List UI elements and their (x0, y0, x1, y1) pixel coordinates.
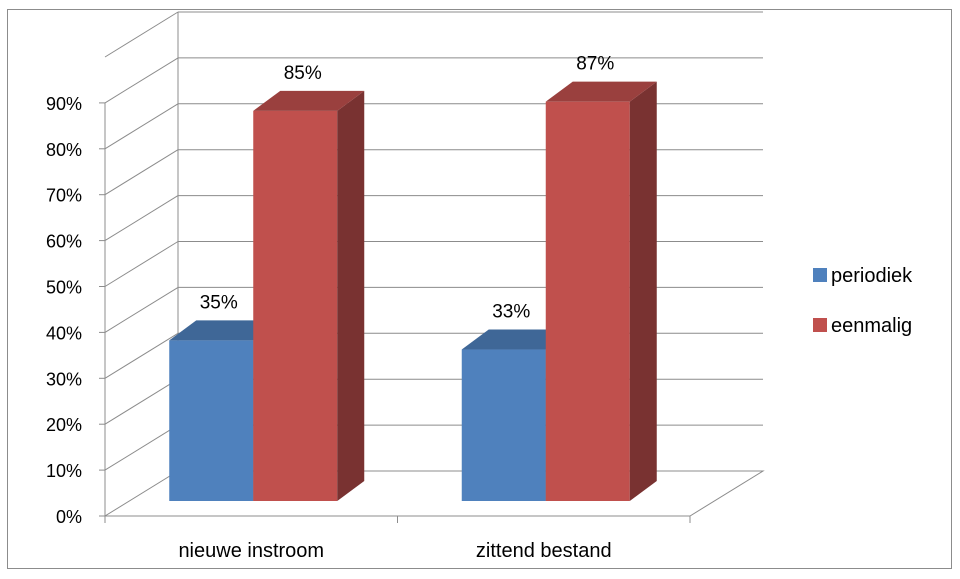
bar-side (337, 90, 365, 501)
bar-top (545, 81, 657, 102)
bar-eenmalig-1 (545, 81, 657, 502)
bar-eenmalig-0 (253, 90, 365, 501)
legend-label: eenmalig (831, 315, 912, 337)
gridline-side (104, 424, 179, 471)
legend-label: periodiek (831, 265, 913, 287)
bar-front (545, 101, 630, 502)
gridline-side (104, 149, 179, 196)
legend: periodiek eenmalig (813, 265, 913, 337)
y-tick-label: 10% (46, 461, 82, 481)
y-tick-label: 70% (46, 186, 82, 206)
y-tick-label: 40% (46, 323, 82, 343)
y-tick-label: 60% (46, 232, 82, 252)
y-tick-label: 80% (46, 140, 82, 160)
bar-top (169, 320, 281, 341)
gridline-side (104, 332, 179, 379)
bar-front (461, 349, 546, 501)
gridline-side (104, 11, 179, 58)
bar-front (169, 340, 254, 501)
gridline-side (104, 286, 179, 333)
bar-top (253, 90, 365, 111)
chart-floor (103, 470, 765, 517)
bar-top (461, 329, 573, 350)
data-label: 35% (200, 292, 238, 313)
legend-swatch (813, 318, 827, 332)
y-tick-label: 90% (46, 94, 82, 114)
gridline-side (104, 57, 179, 104)
chart-walls (103, 470, 765, 517)
data-label: 33% (492, 302, 530, 323)
category-label: zittend bestand (476, 540, 612, 562)
category-labels: nieuwe instroom zittend bestand (178, 540, 611, 562)
gridline-side (104, 195, 179, 242)
y-axis-ticks: 0% 10% 20% 30% 40% 50% 60% 70% 80% 90% (46, 94, 105, 527)
data-label: 85% (284, 63, 322, 84)
gridline-side (104, 378, 179, 425)
bar-front (253, 110, 338, 501)
legend-swatch (813, 268, 827, 282)
y-tick-label: 50% (46, 278, 82, 298)
data-label: 87% (576, 54, 614, 75)
data-labels: 35% 85% 33% 87% (200, 54, 615, 323)
gridline-side (104, 103, 179, 150)
bars (169, 81, 657, 502)
y-tick-label: 20% (46, 415, 82, 435)
y-tick-label: 0% (56, 507, 82, 527)
bar-side (629, 81, 657, 502)
category-label: nieuwe instroom (178, 540, 324, 562)
gridline-side (104, 241, 179, 287)
y-tick-label: 30% (46, 369, 82, 389)
